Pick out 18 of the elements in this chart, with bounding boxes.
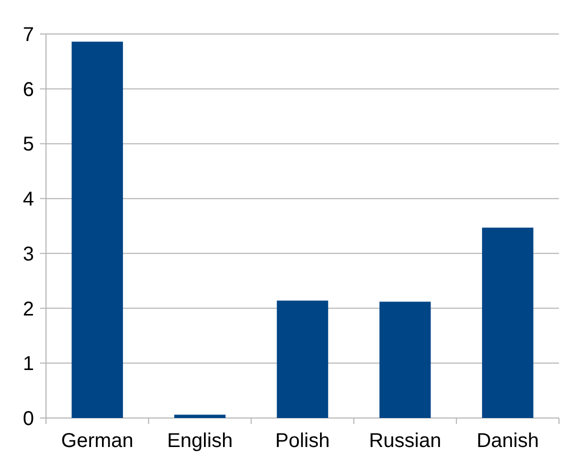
x-tick-label: Danish — [476, 430, 539, 452]
bar — [72, 42, 123, 418]
x-tick-label: German — [61, 430, 134, 452]
y-tick-label: 3 — [22, 243, 34, 266]
bar — [482, 228, 534, 418]
y-tick-label: 4 — [22, 188, 34, 211]
bar — [276, 300, 328, 418]
x-tick-label: Polish — [275, 430, 330, 452]
y-tick-label: 7 — [22, 24, 34, 46]
y-tick-label: 5 — [22, 134, 34, 156]
x-tick-label: Russian — [368, 430, 442, 452]
x-tick-label: English — [167, 430, 233, 452]
y-tick-label: 0 — [22, 408, 34, 430]
y-tick-label: 2 — [22, 298, 34, 320]
bar — [174, 414, 226, 418]
y-tick-label: 6 — [22, 78, 34, 101]
y-tick-label: 1 — [22, 353, 34, 376]
bar — [379, 302, 431, 418]
